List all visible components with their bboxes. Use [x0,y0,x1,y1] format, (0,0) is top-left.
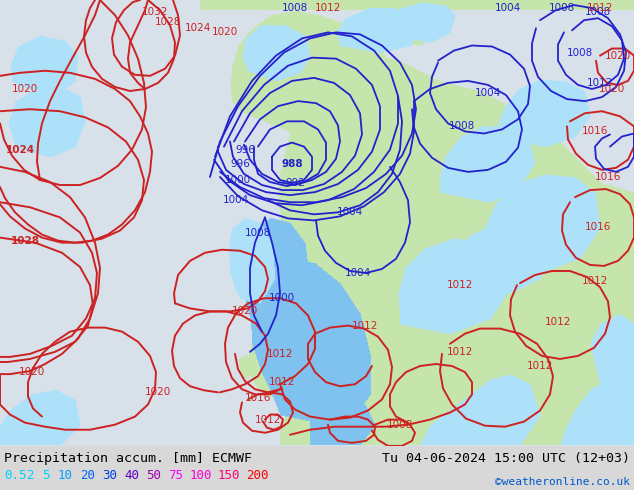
Text: 1012: 1012 [267,349,293,359]
Text: 1008: 1008 [567,48,593,58]
Text: 1004: 1004 [223,195,249,205]
Text: 1028: 1028 [11,236,39,245]
Text: 1008: 1008 [245,227,271,238]
Text: 1016: 1016 [245,393,271,403]
Text: 996: 996 [235,145,255,155]
Text: 1012: 1012 [545,317,571,326]
Text: 75: 75 [168,469,183,483]
Text: 1024: 1024 [185,24,211,33]
Text: 2: 2 [26,469,34,483]
Text: 150: 150 [218,469,240,483]
Text: 1020: 1020 [12,84,38,94]
Text: 1032: 1032 [142,7,168,17]
Text: 1008: 1008 [449,122,475,131]
Text: Precipitation accum. [mm] ECMWF: Precipitation accum. [mm] ECMWF [4,452,252,465]
Text: 1004: 1004 [495,3,521,13]
Text: 30: 30 [102,469,117,483]
Text: 50: 50 [146,469,161,483]
Text: 1012: 1012 [447,347,473,357]
Text: 988: 988 [281,159,303,169]
Text: 1020: 1020 [605,50,631,61]
Text: 996: 996 [230,159,250,169]
Text: 200: 200 [246,469,269,483]
Text: 1012: 1012 [315,3,341,13]
Text: 1008: 1008 [585,7,611,17]
Text: 1016: 1016 [582,126,608,136]
Text: 1012: 1012 [527,361,553,371]
Text: 1004: 1004 [345,268,371,278]
Text: 1012: 1012 [587,78,613,88]
Text: 1020: 1020 [232,306,258,317]
Text: 1000: 1000 [225,175,251,185]
Text: 5: 5 [42,469,49,483]
Text: 1020: 1020 [145,387,171,397]
Text: 1016: 1016 [585,222,611,232]
Text: 1008: 1008 [387,419,413,430]
Text: 992: 992 [285,178,305,188]
Text: 1004: 1004 [475,88,501,98]
Text: 1012: 1012 [447,280,473,290]
Text: 10: 10 [58,469,73,483]
Text: 1012: 1012 [352,320,378,331]
Text: 40: 40 [124,469,139,483]
Text: 1012: 1012 [582,276,608,286]
Text: 1012: 1012 [587,3,613,13]
Text: 1020: 1020 [19,367,45,377]
Text: 1000: 1000 [269,294,295,303]
Text: 100: 100 [190,469,212,483]
Text: 1004: 1004 [337,207,363,218]
Text: Tu 04-06-2024 15:00 UTC (12+03): Tu 04-06-2024 15:00 UTC (12+03) [382,452,630,465]
Text: 1020: 1020 [212,27,238,37]
Text: 1020: 1020 [599,84,625,94]
Text: ©weatheronline.co.uk: ©weatheronline.co.uk [495,477,630,487]
Text: 1016: 1016 [595,172,621,182]
Text: 0.5: 0.5 [4,469,27,483]
Text: 1028: 1028 [155,17,181,27]
Text: 1012: 1012 [269,377,295,387]
Text: 1008: 1008 [282,3,308,13]
Text: 1024: 1024 [6,145,35,155]
Text: 1008: 1008 [549,3,575,13]
Text: 1012: 1012 [255,415,281,425]
Text: 20: 20 [80,469,95,483]
